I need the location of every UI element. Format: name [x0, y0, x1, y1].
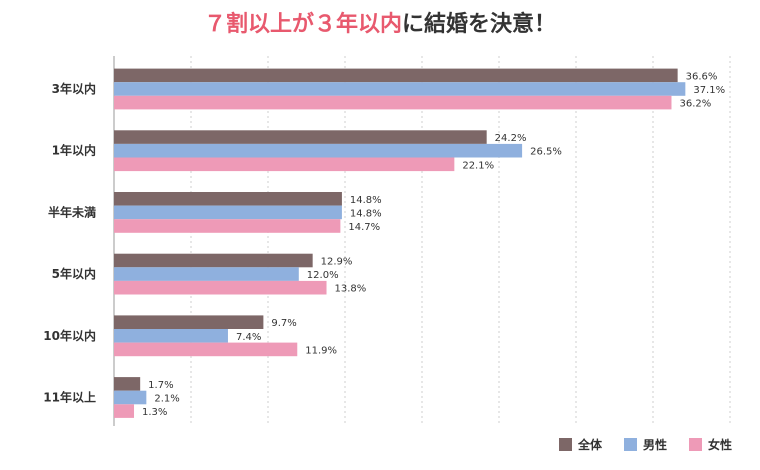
- bar: [114, 205, 342, 220]
- data-label: 37.1%: [693, 85, 725, 96]
- bar: [114, 130, 487, 144]
- bar: [114, 315, 264, 329]
- data-label: 12.0%: [307, 270, 339, 281]
- category-label: 11年以上: [43, 390, 96, 405]
- bar: [114, 143, 523, 158]
- data-label: 14.7%: [348, 222, 380, 233]
- legend-item: 男性: [623, 436, 667, 453]
- legend: 全体 男性 女性: [558, 436, 732, 453]
- category-label: 5年以内: [52, 266, 96, 281]
- data-label: 9.7%: [271, 318, 296, 329]
- bar: [114, 219, 341, 233]
- bar: [114, 192, 342, 206]
- chart-title: ７割以上が３年以内に結婚を決意！: [0, 6, 760, 38]
- data-label: 11.9%: [305, 345, 337, 356]
- data-label: 14.8%: [350, 195, 382, 206]
- legend-label: 女性: [707, 438, 732, 452]
- bar: [114, 329, 228, 343]
- data-label: 12.9%: [321, 257, 353, 268]
- legend-label: 全体: [577, 438, 602, 452]
- category-label: 半年未満: [48, 204, 96, 219]
- bar: [114, 68, 678, 83]
- bar: [114, 377, 141, 391]
- bar: [114, 390, 147, 405]
- data-label: 24.2%: [495, 133, 527, 144]
- bar: [114, 157, 455, 172]
- legend-swatch: [688, 438, 702, 451]
- data-label: 2.1%: [154, 394, 179, 405]
- legend-item: 全体: [558, 436, 602, 453]
- bar: [114, 82, 686, 96]
- data-label: 26.5%: [530, 147, 562, 158]
- bar: [114, 267, 299, 281]
- bar: [114, 404, 135, 418]
- bar: [114, 280, 327, 295]
- data-label: 36.6%: [686, 71, 718, 82]
- data-label: 14.8%: [350, 208, 382, 219]
- legend-swatch: [558, 438, 572, 451]
- data-label: 1.7%: [148, 380, 173, 391]
- category-label: 10年以内: [43, 328, 96, 343]
- chart-title-highlight: ７割以上が３年以内: [203, 12, 402, 37]
- category-label: 1年以内: [52, 143, 96, 158]
- data-label: 1.3%: [142, 407, 167, 418]
- data-label: 22.1%: [462, 160, 494, 171]
- bar: [114, 95, 672, 110]
- legend-item: 女性: [688, 436, 732, 453]
- data-label: 13.8%: [335, 284, 367, 295]
- legend-swatch: [623, 438, 637, 451]
- chart-title-rest: に結婚を決意！: [402, 12, 557, 37]
- data-label: 36.2%: [679, 99, 711, 110]
- bar: [114, 342, 298, 357]
- legend-label: 男性: [642, 438, 667, 452]
- data-label: 7.4%: [236, 332, 261, 343]
- category-label: 3年以内: [52, 81, 96, 96]
- bar: [114, 253, 313, 268]
